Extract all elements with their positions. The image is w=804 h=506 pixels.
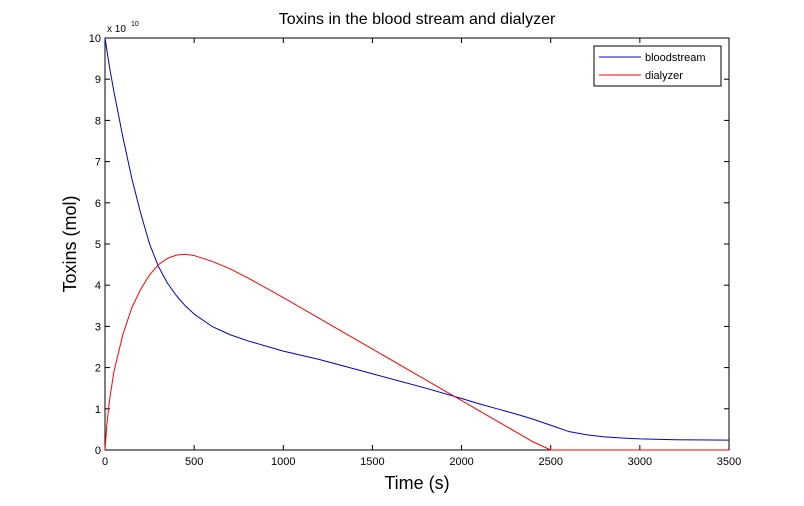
chart-title: Toxins in the blood stream and dialyzer (279, 11, 556, 28)
legend-label-bloodstream: bloodstream (645, 52, 706, 64)
x-tick-label: 1500 (360, 456, 384, 468)
y-tick-label: 0 (95, 445, 101, 457)
ticks-layer: 0 500 1000 1500 2000 2500 3000 3500 0 1 2 3 4 5 6 7 8 9 10 (89, 33, 741, 468)
x-tick-label: 3000 (628, 456, 652, 468)
legend-label-dialyzer: dialyzer (645, 70, 683, 82)
y-tick-label: 9 (95, 74, 101, 86)
x-tick-label: 2000 (449, 456, 473, 468)
series-line-bloodstream (104, 37, 730, 441)
y-tick-label: 3 (95, 321, 101, 333)
y-tick-label: 1 (95, 404, 101, 416)
x-axis-label: Time (s) (384, 473, 449, 493)
y-tick-label: 6 (95, 198, 101, 210)
legend: bloodstream dialyzer (593, 45, 722, 87)
y-tick-label: 2 (95, 363, 101, 375)
y-axis-multiplier: x 10 (107, 24, 126, 35)
x-tick-label: 500 (185, 456, 203, 468)
y-axis-multiplier-exponent: 10 (131, 21, 139, 28)
plot-area (104, 37, 730, 451)
y-tick-label: 5 (95, 239, 101, 251)
y-axis-label: Toxins (mol) (60, 195, 80, 292)
x-tick-label: 1000 (271, 456, 295, 468)
x-tick-label: 0 (102, 456, 108, 468)
series-layer (104, 37, 730, 451)
y-tick-label: 8 (95, 115, 101, 127)
y-tick-label: 10 (89, 33, 101, 45)
y-tick-label: 4 (95, 280, 101, 292)
y-tick-label: 7 (95, 157, 101, 169)
series-line-dialyzer (104, 253, 729, 451)
x-tick-label: 3500 (717, 456, 741, 468)
legend-box (593, 45, 722, 87)
x-tick-label: 2500 (538, 456, 562, 468)
